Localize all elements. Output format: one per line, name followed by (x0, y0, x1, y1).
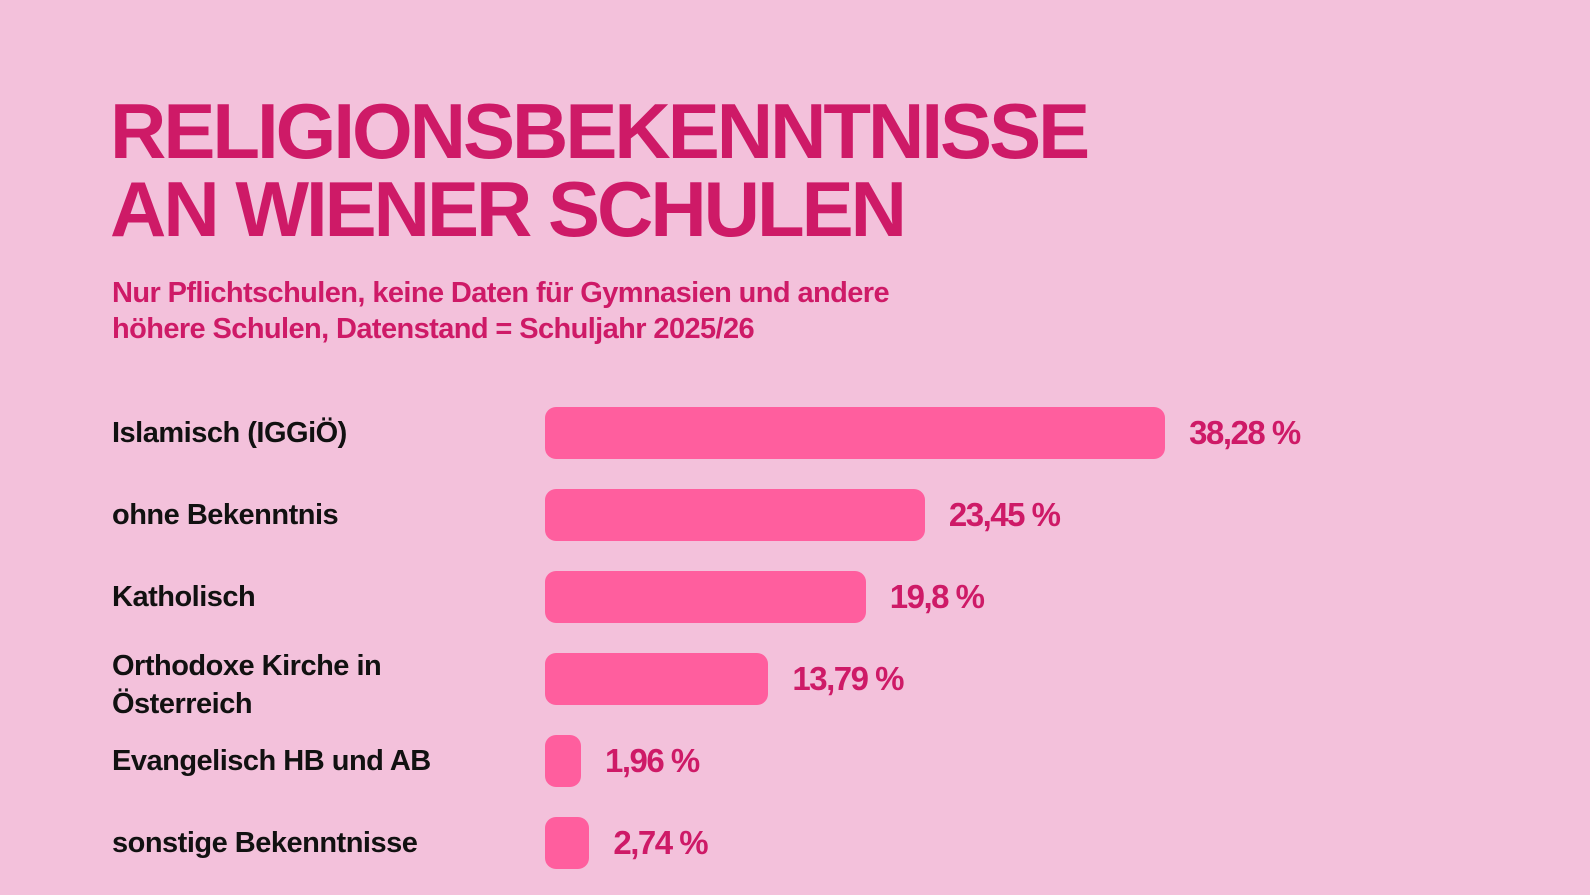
bar (545, 817, 590, 869)
chart-subtitle-line: Nur Pflichtschulen, keine Daten für Gymn… (112, 277, 890, 309)
bar (545, 407, 1166, 459)
bar (545, 653, 769, 705)
bar-row: ohne Bekenntnis 23,45 % (0, 489, 1590, 541)
bar (545, 735, 581, 787)
bar-row: Evangelisch HB und AB 1,96 % (0, 735, 1590, 787)
value-label: 2,74 % (613, 824, 708, 861)
bar-row: Islamisch (IGGiÖ) 38,28 % (0, 407, 1590, 459)
category-label: sonstige Bekenntnisse (112, 827, 418, 859)
value-label: 1,96 % (605, 742, 700, 779)
chart-title-line: RELIGIONSBEKENNTNISSE (110, 87, 1090, 175)
category-label: Islamisch (IGGiÖ) (112, 417, 347, 449)
category-label: Katholisch (112, 581, 256, 613)
category-label: Orthodoxe Kirche in Österreich (112, 650, 382, 721)
value-label: 23,45 % (948, 496, 1061, 533)
chart-subtitle-line: höhere Schulen, Datenstand = Schuljahr 2… (112, 313, 755, 345)
chart-title-line: AN WIENER SCHULEN (110, 165, 907, 253)
bar-row: sonstige Bekenntnisse 2,74 % (0, 817, 1590, 869)
bar-row: Orthodoxe Kirche in Österreich 13,79 % (0, 650, 1590, 720)
chart-title: RELIGIONSBEKENNTNISSE AN WIENER SCHULEN (110, 87, 1090, 253)
category-label: Evangelisch HB und AB (112, 745, 431, 777)
value-label: 19,8 % (889, 578, 985, 615)
bar-row: Katholisch 19,8 % (0, 571, 1590, 623)
value-label: 38,28 % (1189, 414, 1301, 451)
bar (545, 571, 866, 623)
bar (545, 489, 925, 541)
category-label: ohne Bekenntnis (112, 499, 339, 531)
chart-subtitle: Nur Pflichtschulen, keine Daten für Gymn… (112, 275, 890, 347)
value-label: 13,79 % (792, 660, 904, 697)
